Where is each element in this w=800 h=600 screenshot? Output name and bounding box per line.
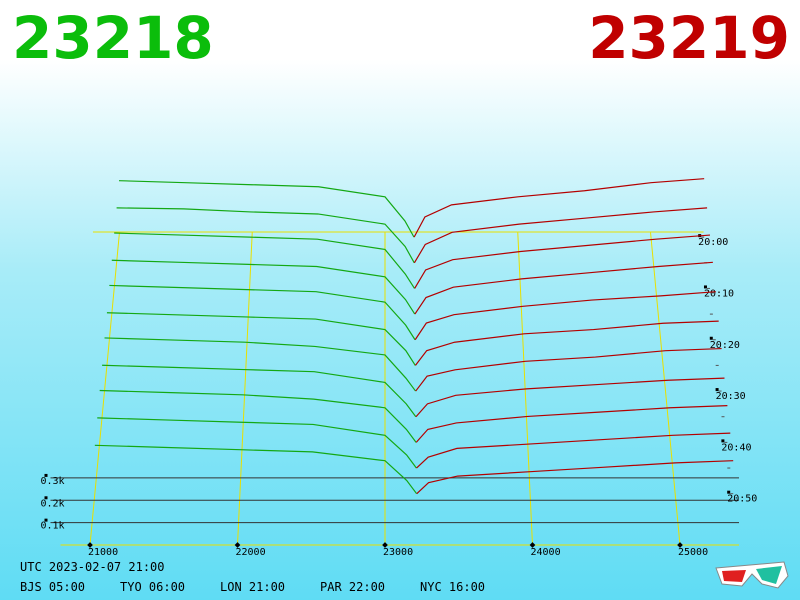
tick-dot [234, 542, 241, 548]
y-tick-label: 0.2k [41, 498, 65, 509]
z-tick-label: 20:20 [710, 340, 740, 351]
ask-depth-line [414, 291, 716, 341]
bid-depth-line [118, 180, 415, 238]
x-tick-label: 23000 [383, 547, 413, 558]
ask-depth-line [414, 261, 713, 315]
bid-depth-line [109, 284, 416, 341]
bid-depth-line [104, 337, 417, 392]
ask-depth-line [415, 377, 725, 418]
tick-dot [703, 285, 707, 289]
grid-line [237, 231, 253, 546]
tick-dot [44, 473, 48, 477]
bid-depth-line [97, 417, 417, 469]
tick-dot [721, 439, 725, 443]
tick-dot [727, 490, 731, 494]
z-tick-label: 20:50 [727, 494, 757, 505]
glasses-icon [715, 561, 789, 589]
zone-time: TYO 06:00 [120, 580, 186, 594]
ask-depth-line [413, 207, 708, 264]
zone-time: LON 21:00 [220, 580, 286, 594]
z-tick-label: 20:40 [721, 442, 751, 453]
bid-price: 23218 [12, 4, 214, 72]
ask-depth-line [415, 405, 728, 443]
grid-line [650, 231, 681, 546]
x-tick-label: 22000 [236, 547, 266, 558]
bid-depth-line [116, 207, 415, 264]
utc-time: UTC 2023-02-07 21:00 [20, 560, 165, 574]
ask-depth-line [413, 178, 705, 238]
tick-dot [44, 496, 48, 500]
z-tick-label: 20:00 [698, 237, 728, 248]
tick-dot [529, 542, 536, 548]
z-tick-label: 20:30 [716, 391, 746, 402]
bid-depth-line [111, 259, 416, 315]
ask-price: 23219 [588, 4, 790, 72]
zone-time: BJS 05:00 [20, 580, 86, 594]
ask-depth-line [416, 432, 731, 469]
tick-dot [715, 388, 719, 392]
z-tick-label: 20:10 [704, 288, 734, 299]
ask-depth-line [414, 320, 719, 366]
bid-depth-line [99, 389, 417, 443]
tick-dot [677, 542, 683, 548]
zone-time: PAR 22:00 [320, 580, 386, 594]
ask-depth-line [415, 347, 722, 392]
ask-depth-line [416, 460, 734, 495]
tick-dot [382, 542, 388, 548]
tick-dot [709, 336, 713, 340]
bid-depth-line [102, 364, 417, 418]
bid-depth-line [94, 444, 418, 495]
x-tick-label: 24000 [531, 547, 561, 558]
bid-depth-line [106, 312, 416, 366]
zone-time: NYC 16:00 [420, 580, 486, 594]
y-tick-label: 0.3k [41, 476, 65, 487]
x-tick-label: 25000 [678, 547, 708, 558]
tick-dot [87, 542, 93, 548]
ask-depth-line [414, 234, 711, 289]
x-tick-label: 21000 [88, 547, 118, 558]
grid-line [89, 231, 120, 546]
tick-dot [44, 518, 48, 522]
bid-depth-line [114, 232, 416, 289]
y-tick-label: 0.1k [41, 521, 65, 532]
